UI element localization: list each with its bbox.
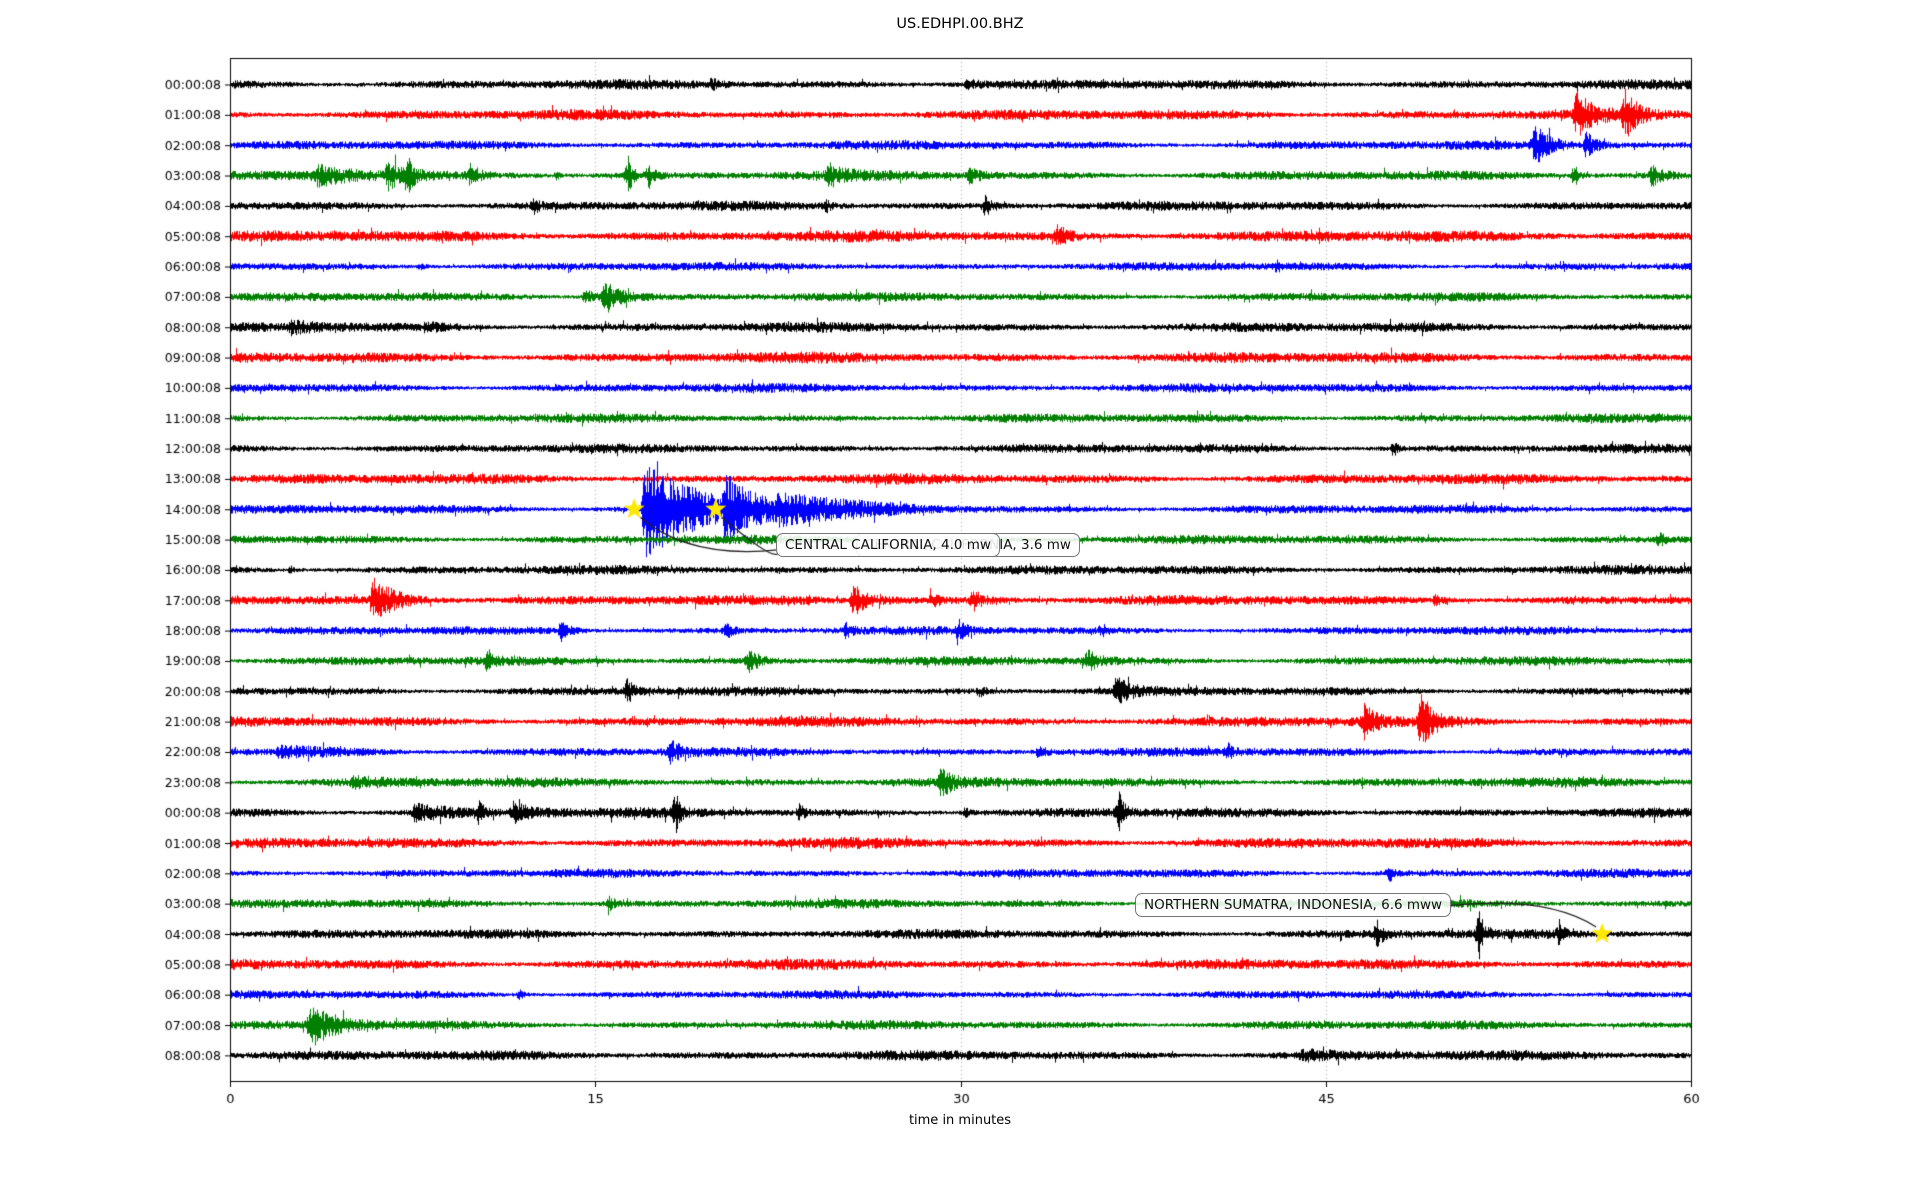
x-axis-label: time in minutes bbox=[908, 1113, 1012, 1128]
event-annotation-northern-sumatra: NORTHERN SUMATRA, INDONESIA, 6.6 mww bbox=[1135, 893, 1452, 918]
chart-title: US.EDHPI.00.BHZ bbox=[896, 16, 1024, 32]
event-annotation-central-california-4-0: CENTRAL CALIFORNIA, 4.0 mw bbox=[776, 533, 1000, 558]
